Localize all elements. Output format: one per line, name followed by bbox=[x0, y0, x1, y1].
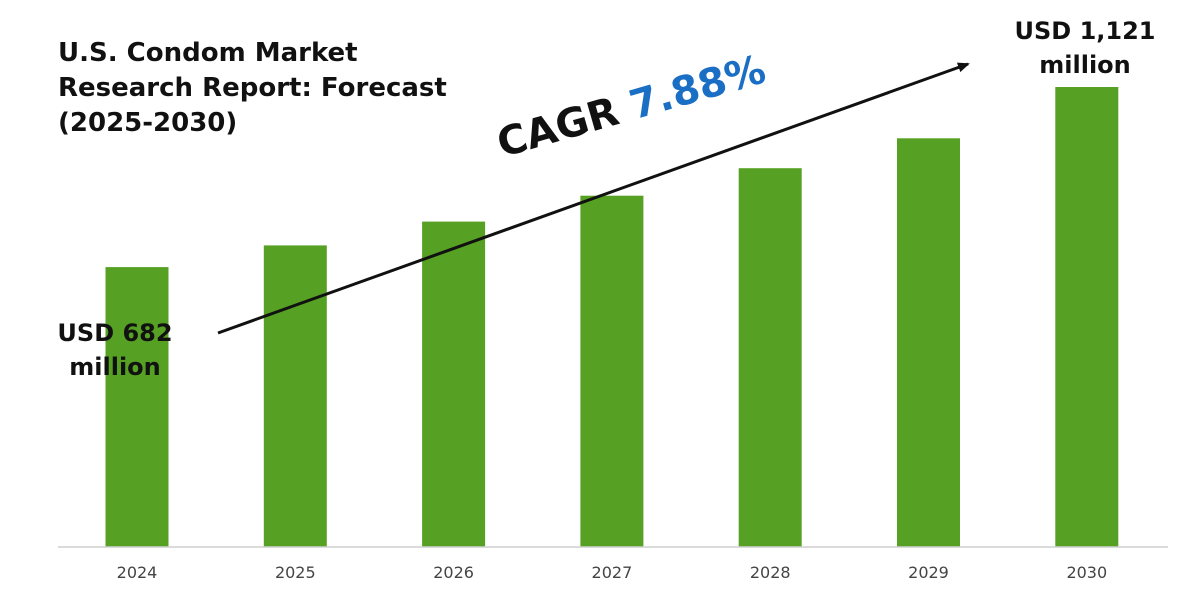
bar-2029 bbox=[897, 138, 960, 548]
chart-title: U.S. Condom Market Research Report: Fore… bbox=[58, 36, 538, 141]
bar-2024 bbox=[105, 267, 169, 547]
start-unit-line: million bbox=[69, 353, 161, 381]
bar-2028 bbox=[738, 168, 802, 547]
trend-arrow bbox=[217, 62, 970, 335]
end-value-line: USD 1,121 bbox=[1014, 17, 1156, 45]
bar-2030 bbox=[1055, 87, 1119, 547]
chart-title-line: U.S. Condom Market bbox=[58, 38, 358, 68]
x-tick-label-2026: 2026 bbox=[433, 563, 474, 582]
start-value-line: USD 682 bbox=[57, 319, 173, 347]
end-value-label: USD 1,121 million bbox=[1000, 14, 1170, 82]
x-tick-labels: 2024 2025 2026 2027 2028 2029 2030 bbox=[117, 563, 1108, 582]
chart-title-line: (2025-2030) bbox=[58, 108, 238, 138]
start-value-label: USD 682 million bbox=[50, 316, 180, 384]
chart-title-line: Research Report: Forecast bbox=[58, 73, 447, 103]
bar-2027 bbox=[580, 195, 644, 547]
x-tick-label-2029: 2029 bbox=[908, 563, 949, 582]
bar-2026 bbox=[422, 221, 486, 547]
x-tick-label-2028: 2028 bbox=[750, 563, 791, 582]
end-unit-line: million bbox=[1039, 51, 1131, 79]
x-tick-label-2030: 2030 bbox=[1066, 563, 1107, 582]
x-tick-label-2027: 2027 bbox=[592, 563, 633, 582]
bar-2025 bbox=[263, 245, 327, 547]
x-tick-label-2024: 2024 bbox=[117, 563, 158, 582]
x-tick-label-2025: 2025 bbox=[275, 563, 316, 582]
bars-layer bbox=[105, 87, 1119, 548]
